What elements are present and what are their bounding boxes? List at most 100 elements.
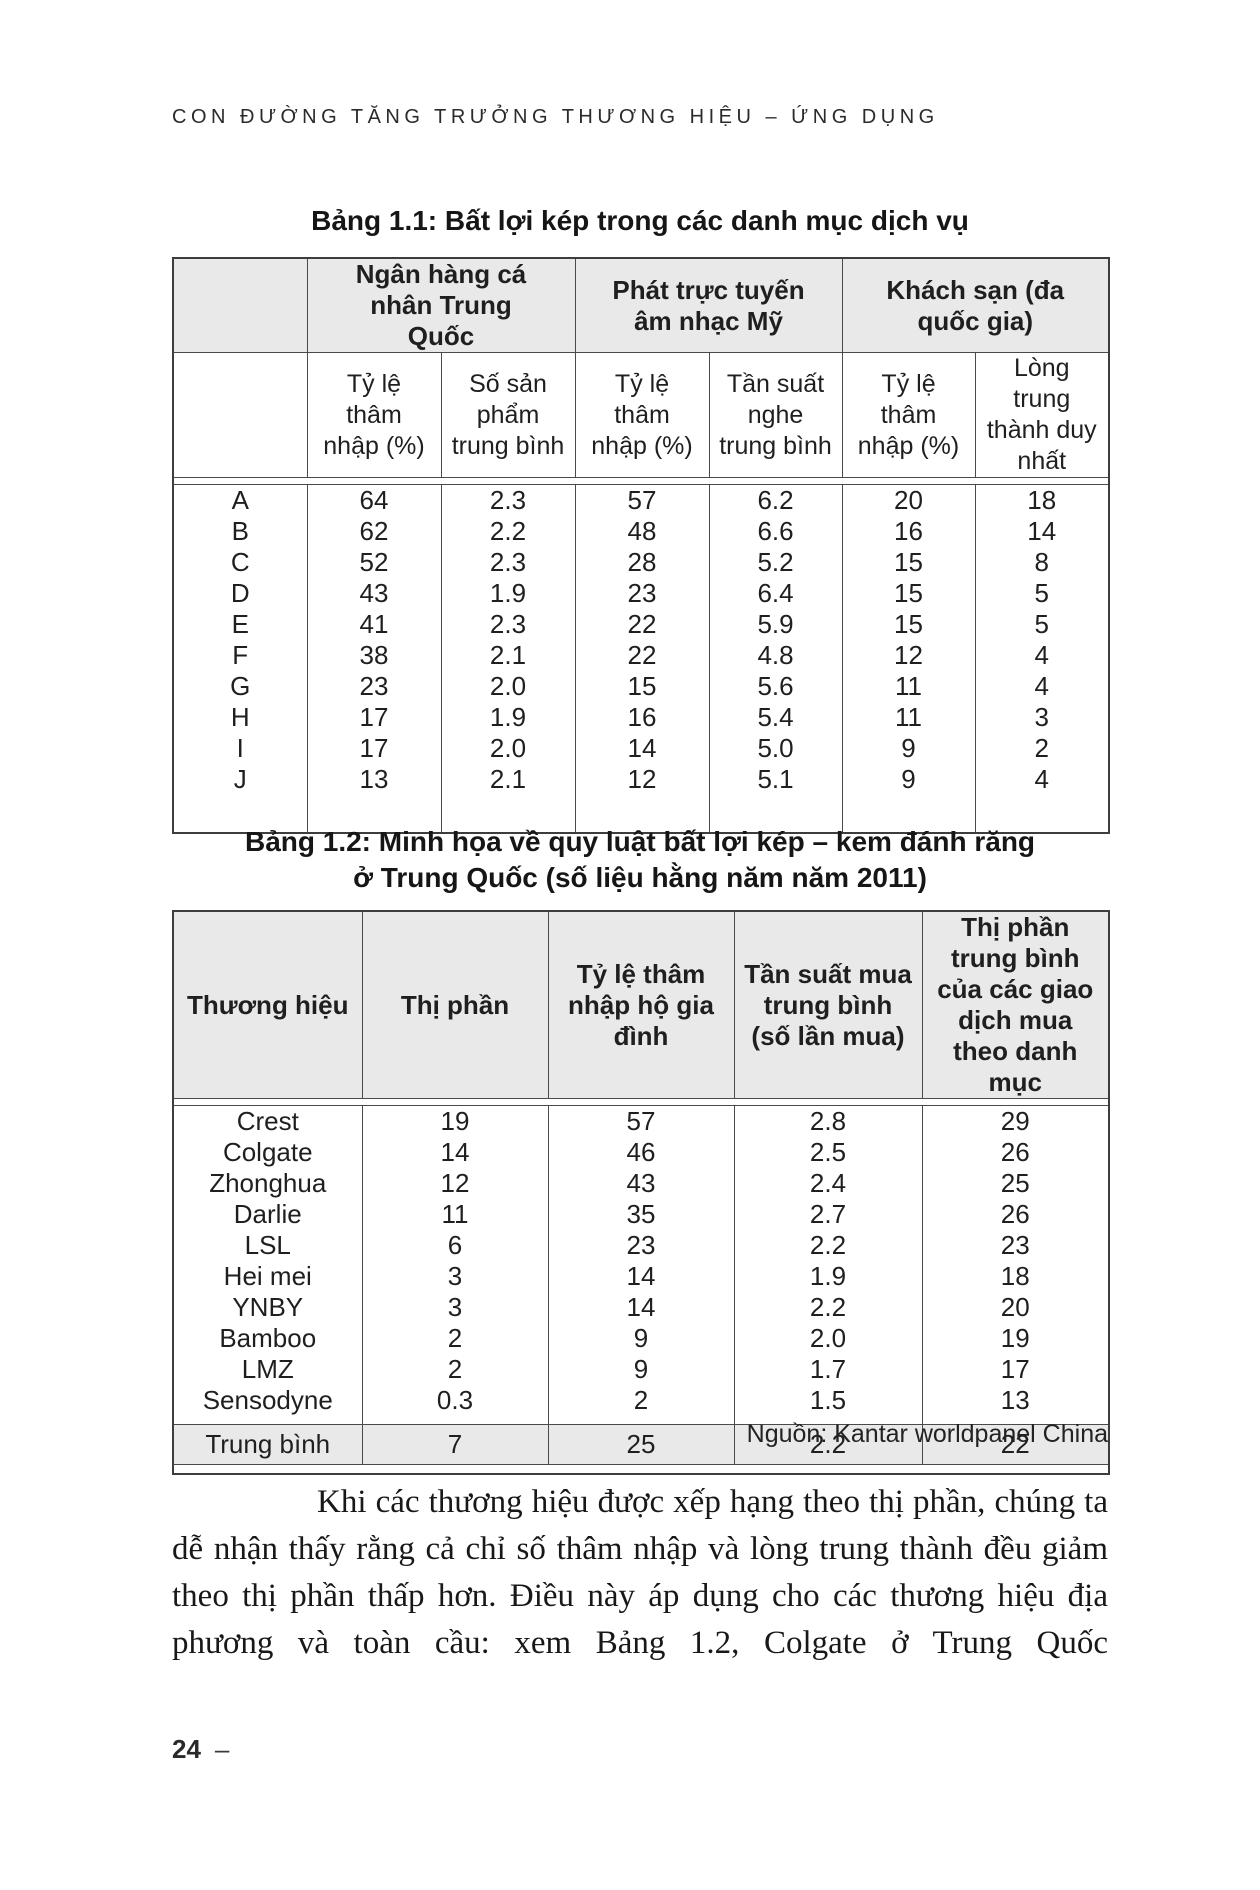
cell: 6.6 [708,516,843,547]
cell: YNBY [232,1292,304,1322]
cell: 2.3 [440,547,576,578]
cell: 57 [574,484,710,516]
table-row: Hei mei 3 14 1.9 18 [173,1261,1109,1292]
cell: 19 [361,1105,548,1137]
cell: 2.2 [733,1424,922,1465]
table2-body: Crest 19 57 2.8 29 Colgate 14 46 2.5 26 Zhonghua… [173,1105,1109,1475]
cell: Darlie [233,1199,302,1229]
cell: 5.2 [708,547,843,578]
cell: 16 [574,702,710,733]
cell: 2.0 [440,671,576,702]
cell: 64 [306,484,441,516]
column-group-header: Ngân hàng cá nhân Trung Quốc [306,258,576,353]
cell: 15 [841,547,976,578]
cell: 17 [921,1354,1109,1385]
table2-header: Thương hiệu Thị phần Tỷ lệ thâm nhập hộ … [173,911,1109,1106]
table-row: J 13 2.1 12 5.1 9 4 [173,764,1110,795]
cell: 2 [547,1385,734,1416]
table-row: LSL 6 23 2.2 23 [173,1230,1109,1261]
column-header: Thị phần [361,911,548,1099]
column-header: Tỷ lệ thâm nhập (%) [841,352,976,478]
cell: 20 [921,1292,1109,1323]
table-row: G 23 2.0 15 5.6 11 4 [173,671,1110,702]
cell: A [173,484,307,516]
cell: 2.0 [440,733,576,764]
corner-cell [173,258,307,353]
cell: 38 [306,640,441,671]
table-row: Bamboo 2 9 2.0 19 [173,1323,1109,1354]
table-row: Darlie 11 35 2.7 26 [173,1199,1109,1230]
table1-title: Bảng 1.1: Bất lợi kép trong các danh mục… [311,205,969,236]
cell: 14 [361,1137,548,1168]
table2-header-row: Thương hiệu Thị phần Tỷ lệ thâm nhập hộ … [173,911,1109,1099]
cell: E [231,609,249,639]
cell: 4 [974,764,1110,795]
cell: 7 [361,1424,548,1465]
column-header: Số sản phẩm trung bình [440,352,576,478]
cell: 29 [921,1105,1109,1137]
table2-title-line1: Bảng 1.2: Minh họa về quy luật bất lợi k… [244,826,1036,857]
cell: 5.0 [708,733,843,764]
cell: B [231,516,249,546]
cell: 1.7 [733,1354,922,1385]
summary-row: Trung bình 7 25 2.2 22 [173,1424,1109,1465]
table-row: I 17 2.0 14 5.0 9 2 [173,733,1110,764]
table2-title-line2: ở Trung Quốc (số liệu hằng năm năm 2011) [353,862,927,893]
cell: 18 [921,1261,1109,1292]
cell: 23 [306,671,441,702]
table-row: E 41 2.3 22 5.9 15 5 [173,609,1110,640]
column-header: Tần suất nghe trung bình [708,352,843,478]
cell: 11 [841,671,976,702]
cell: 1.9 [440,578,576,609]
cell: 3 [361,1292,548,1323]
cell: 9 [841,764,976,795]
cell: 0.3 [361,1385,548,1416]
cell: 3 [361,1261,548,1292]
cell: 62 [306,516,441,547]
header-body-gap [173,1098,1109,1106]
cell: 3 [974,702,1110,733]
cell: 4 [974,671,1110,702]
cell: 23 [921,1230,1109,1261]
cell: LSL [244,1230,291,1260]
column-group-header: Phát trực tuyến âm nhạc Mỹ [574,258,843,353]
header-body-gap [173,477,1110,485]
cell: 2.0 [733,1323,922,1354]
cell: F [232,640,249,670]
cell: 5 [974,609,1110,640]
cell: 43 [547,1168,734,1199]
table-row: A 64 2.3 57 6.2 20 18 [173,484,1110,516]
cell: Sensodyne [202,1385,333,1415]
corner-cell [173,352,307,478]
cell: 23 [574,578,710,609]
table-end-gap [173,1465,1109,1475]
cell: 2 [361,1323,548,1354]
cell: 2.3 [440,484,576,516]
cell: 9 [547,1354,734,1385]
source-note: Nguồn: Kantar worldpanel China [746,1420,1108,1448]
cell: 2.4 [733,1168,922,1199]
cell: 2.2 [440,516,576,547]
table1-header: Ngân hàng cá nhân Trung Quốc Phát trực t… [173,258,1110,485]
cell: 1.9 [733,1261,922,1292]
cell: 22 [574,609,710,640]
column-header: Tần suất mua trung bình (số lần mua) [733,911,922,1099]
cell: 5 [974,578,1110,609]
page-number: 24– [172,1734,229,1765]
table-2: Thương hiệu Thị phần Tỷ lệ thâm nhập hộ … [172,910,1110,1475]
table1-subheader-row: Tỷ lệ thâm nhập (%) Số sản phẩm trung bì… [173,352,1110,478]
cell: 13 [921,1385,1109,1416]
table1-body: A 64 2.3 57 6.2 20 18 B 62 2.2 48 6.6 16 14 C 52 2.3 28… [173,484,1110,833]
table2-title: Bảng 1.2: Minh họa về quy luật bất lợi k… [172,824,1108,896]
cell: 2.8 [733,1105,922,1137]
column-header: Tỷ lệ thâm nhập hộ gia đình [547,911,734,1099]
cell: 5.1 [708,764,843,795]
cell: Hei mei [223,1261,312,1291]
table-row: H 17 1.9 16 5.4 11 3 [173,702,1110,733]
cell: 2 [361,1354,548,1385]
table-row: Colgate 14 46 2.5 26 [173,1137,1109,1168]
cell: Crest [173,1105,362,1137]
cell: 4.8 [708,640,843,671]
cell: 2.2 [733,1230,922,1261]
cell: 2.1 [440,764,576,795]
